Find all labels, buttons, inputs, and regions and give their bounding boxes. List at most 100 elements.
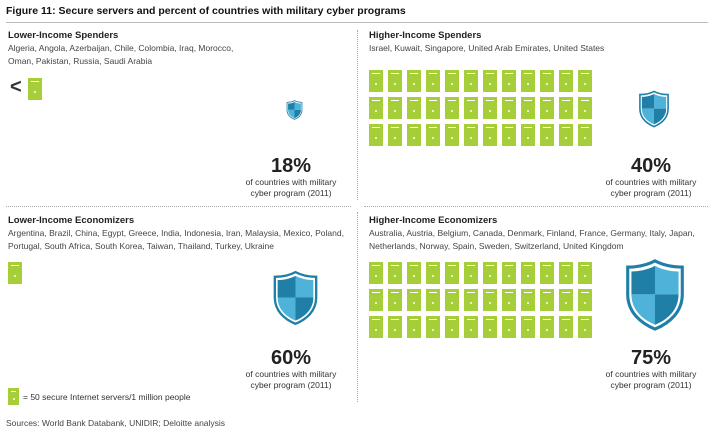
quadrant-countries-line: Algeria, Angola, Azerbaijan, Chile, Colo… (8, 43, 234, 53)
server-icon (559, 97, 573, 119)
server-icon (388, 70, 402, 92)
server-icons-q3 (8, 262, 128, 284)
shield-icon (286, 100, 303, 120)
vertical-divider-top (357, 30, 358, 200)
server-icon (502, 97, 516, 119)
server-icon (369, 70, 383, 92)
server-icon (559, 70, 573, 92)
server-icon (407, 124, 421, 146)
server-icon (521, 97, 535, 119)
server-icons-q1 (28, 78, 148, 100)
server-icon (445, 124, 459, 146)
server-icons-q4 (369, 262, 599, 338)
server-icon (483, 70, 497, 92)
shield-quarter-bottom-left (288, 109, 295, 119)
server-icon (445, 70, 459, 92)
quadrant-countries-line: Portugal, South Africa, South Korea, Tai… (8, 241, 275, 251)
server-icon (426, 97, 440, 119)
stat-q4: 75% of countries with military cyber pro… (586, 347, 714, 391)
shield-quarter-bottom-left (277, 297, 296, 321)
shield-quarter-top-right (295, 275, 314, 298)
percent-value: 60% (270, 347, 312, 369)
server-icon (483, 97, 497, 119)
percent-caption: cyber program (2011) (250, 188, 332, 198)
server-icon (388, 124, 402, 146)
server-icon (445, 97, 459, 119)
shield-icon (639, 90, 669, 128)
quadrant-countries-line: Oman, Pakistan, Russia, Saudi Arabia (8, 56, 153, 66)
quadrant-lower-income-economizers: Lower-Income Economizers Argentina, Braz… (8, 215, 353, 252)
quadrant-lower-income-spenders: Lower-Income Spenders Algeria, Angola, A… (8, 30, 353, 67)
server-icon (388, 97, 402, 119)
server-icon (559, 289, 573, 311)
server-icon (578, 289, 592, 311)
server-icon (426, 262, 440, 284)
server-icon (407, 316, 421, 338)
server-icon (426, 70, 440, 92)
server-icon (483, 316, 497, 338)
server-icon (502, 316, 516, 338)
shield-icon (273, 270, 318, 326)
stat-q1: 18% of countries with military cyber pro… (226, 155, 356, 199)
server-icon (464, 262, 478, 284)
server-icon (407, 97, 421, 119)
legend-text: = 50 secure Internet servers/1 million p… (23, 391, 191, 402)
percent-caption: of countries with military (245, 177, 337, 187)
stat-q2: 40% of countries with military cyber pro… (586, 155, 714, 199)
horizontal-divider-right (364, 206, 708, 207)
server-icon (502, 124, 516, 146)
shield-quarter-top-right (654, 93, 667, 109)
server-icon (426, 316, 440, 338)
shield-quarter-top-left (641, 93, 654, 109)
server-icon (578, 97, 592, 119)
server-icon (445, 262, 459, 284)
server-icon (540, 70, 554, 92)
server-icon (407, 70, 421, 92)
server-icon (559, 316, 573, 338)
percent-value: 18% (270, 155, 312, 177)
quadrant-countries-line: Netherlands, Norway, Spain, Sweden, Swit… (369, 241, 624, 251)
server-icon (502, 289, 516, 311)
server-icon (426, 124, 440, 146)
server-icon (540, 124, 554, 146)
server-icon (502, 70, 516, 92)
shield-quarter-bottom-right (655, 294, 679, 325)
sources-note: Sources: World Bank Databank, UNIDIR; De… (6, 418, 226, 428)
server-icon (369, 124, 383, 146)
server-icon (369, 289, 383, 311)
server-icon (521, 316, 535, 338)
server-icon (483, 262, 497, 284)
server-icon (369, 262, 383, 284)
shield-quarter-bottom-left (641, 108, 654, 125)
server-icon (388, 289, 402, 311)
percent-value: 40% (630, 155, 672, 177)
server-icon (578, 262, 592, 284)
percent-value: 75% (630, 347, 672, 369)
server-icon (540, 262, 554, 284)
percent-caption: of countries with military (605, 369, 697, 379)
server-icon (445, 289, 459, 311)
server-icon (559, 124, 573, 146)
less-than-sign: < (10, 76, 22, 98)
server-icon (426, 289, 440, 311)
title-divider (6, 22, 708, 23)
shield-quarter-bottom-left (631, 294, 655, 325)
shield-quarter-top-right (655, 265, 679, 295)
percent-caption: cyber program (2011) (250, 380, 332, 390)
server-icon (8, 388, 19, 405)
shield-quarter-top-right (294, 102, 301, 110)
server-icon (407, 262, 421, 284)
server-icon (28, 78, 42, 100)
server-icon (445, 316, 459, 338)
server-icon (502, 262, 516, 284)
quadrant-title: Higher-Income Economizers (369, 215, 498, 226)
quadrant-title: Higher-Income Spenders (369, 30, 482, 41)
shield-quarter-bottom-right (295, 297, 314, 321)
server-icon (540, 97, 554, 119)
quadrant-title: Lower-Income Economizers (8, 215, 135, 226)
stat-q3: 60% of countries with military cyber pro… (226, 347, 356, 391)
server-icon (388, 316, 402, 338)
server-icon (8, 262, 22, 284)
server-icon (369, 97, 383, 119)
server-icon (464, 289, 478, 311)
